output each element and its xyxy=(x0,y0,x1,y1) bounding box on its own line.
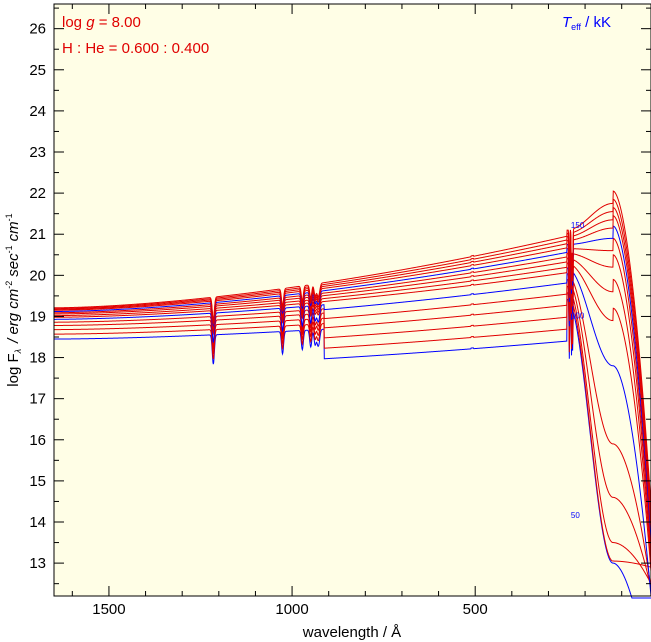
logg-annotation: log g = 8.00 xyxy=(62,14,141,31)
series-line-teff-80 xyxy=(54,278,651,588)
x-axis-label: wavelength / Å xyxy=(302,624,401,641)
y-tick-label: 21 xyxy=(29,226,46,243)
x-tick-label: 1500 xyxy=(92,601,125,618)
y-ticks: 13 14 15 16 17 18 19 20 21 22 23 24 25 26 xyxy=(29,7,651,585)
y-tick-label: 13 xyxy=(29,555,46,572)
x-tick-label: 500 xyxy=(463,601,488,618)
y-tick-label: 18 xyxy=(29,350,46,367)
series-line-teff-130 xyxy=(54,252,651,555)
y-tick-label: 14 xyxy=(29,514,46,531)
y-tick-label: 16 xyxy=(29,432,46,449)
series-line-teff-110 xyxy=(54,262,651,572)
curve-label: 150 xyxy=(571,221,585,230)
y-axis-label: log Fλ/ erg cm-2sec-1cm-1 xyxy=(4,213,23,386)
y-tick-label: 24 xyxy=(29,103,46,120)
curve-label: 50 xyxy=(571,511,580,520)
series-line-teff-190 xyxy=(54,190,651,506)
series-line-teff-60 xyxy=(54,291,651,568)
series-line-teff-170 xyxy=(53,206,651,523)
series-line-teff-90 xyxy=(54,273,651,588)
curves-group xyxy=(53,190,651,599)
y-tick-label: 26 xyxy=(29,21,46,38)
composition-annotation: H : He = 0.600 : 0.400 xyxy=(62,40,209,57)
series-line-teff-70 xyxy=(54,285,651,584)
y-tick-label: 19 xyxy=(29,308,46,325)
plot-frame xyxy=(53,3,651,597)
series-line-teff-160 xyxy=(54,215,651,531)
series-line-teff-140 xyxy=(54,237,651,547)
series-line-teff-150 xyxy=(54,225,651,539)
y-tick-label: 20 xyxy=(29,267,46,284)
curve-labels: 150 100 50 xyxy=(571,221,585,520)
y-tick-label: 17 xyxy=(29,391,46,408)
y-tick-label: 15 xyxy=(29,473,46,490)
series-line-teff-50 xyxy=(54,298,651,599)
y-tick-label: 25 xyxy=(29,62,46,79)
x-ticks: 1500 1000 500 xyxy=(71,4,623,618)
x-tick-label: 1000 xyxy=(275,601,308,618)
y-tick-label: 23 xyxy=(29,144,46,161)
series-line-teff-180 xyxy=(54,198,651,514)
curve-label: 100 xyxy=(571,312,585,321)
plot-area xyxy=(54,4,651,596)
teff-annotation: Teff / kK xyxy=(562,14,611,32)
y-tick-label: 22 xyxy=(29,185,46,202)
series-line-teff-120 xyxy=(54,257,651,564)
series-line-teff-100 xyxy=(54,267,651,597)
